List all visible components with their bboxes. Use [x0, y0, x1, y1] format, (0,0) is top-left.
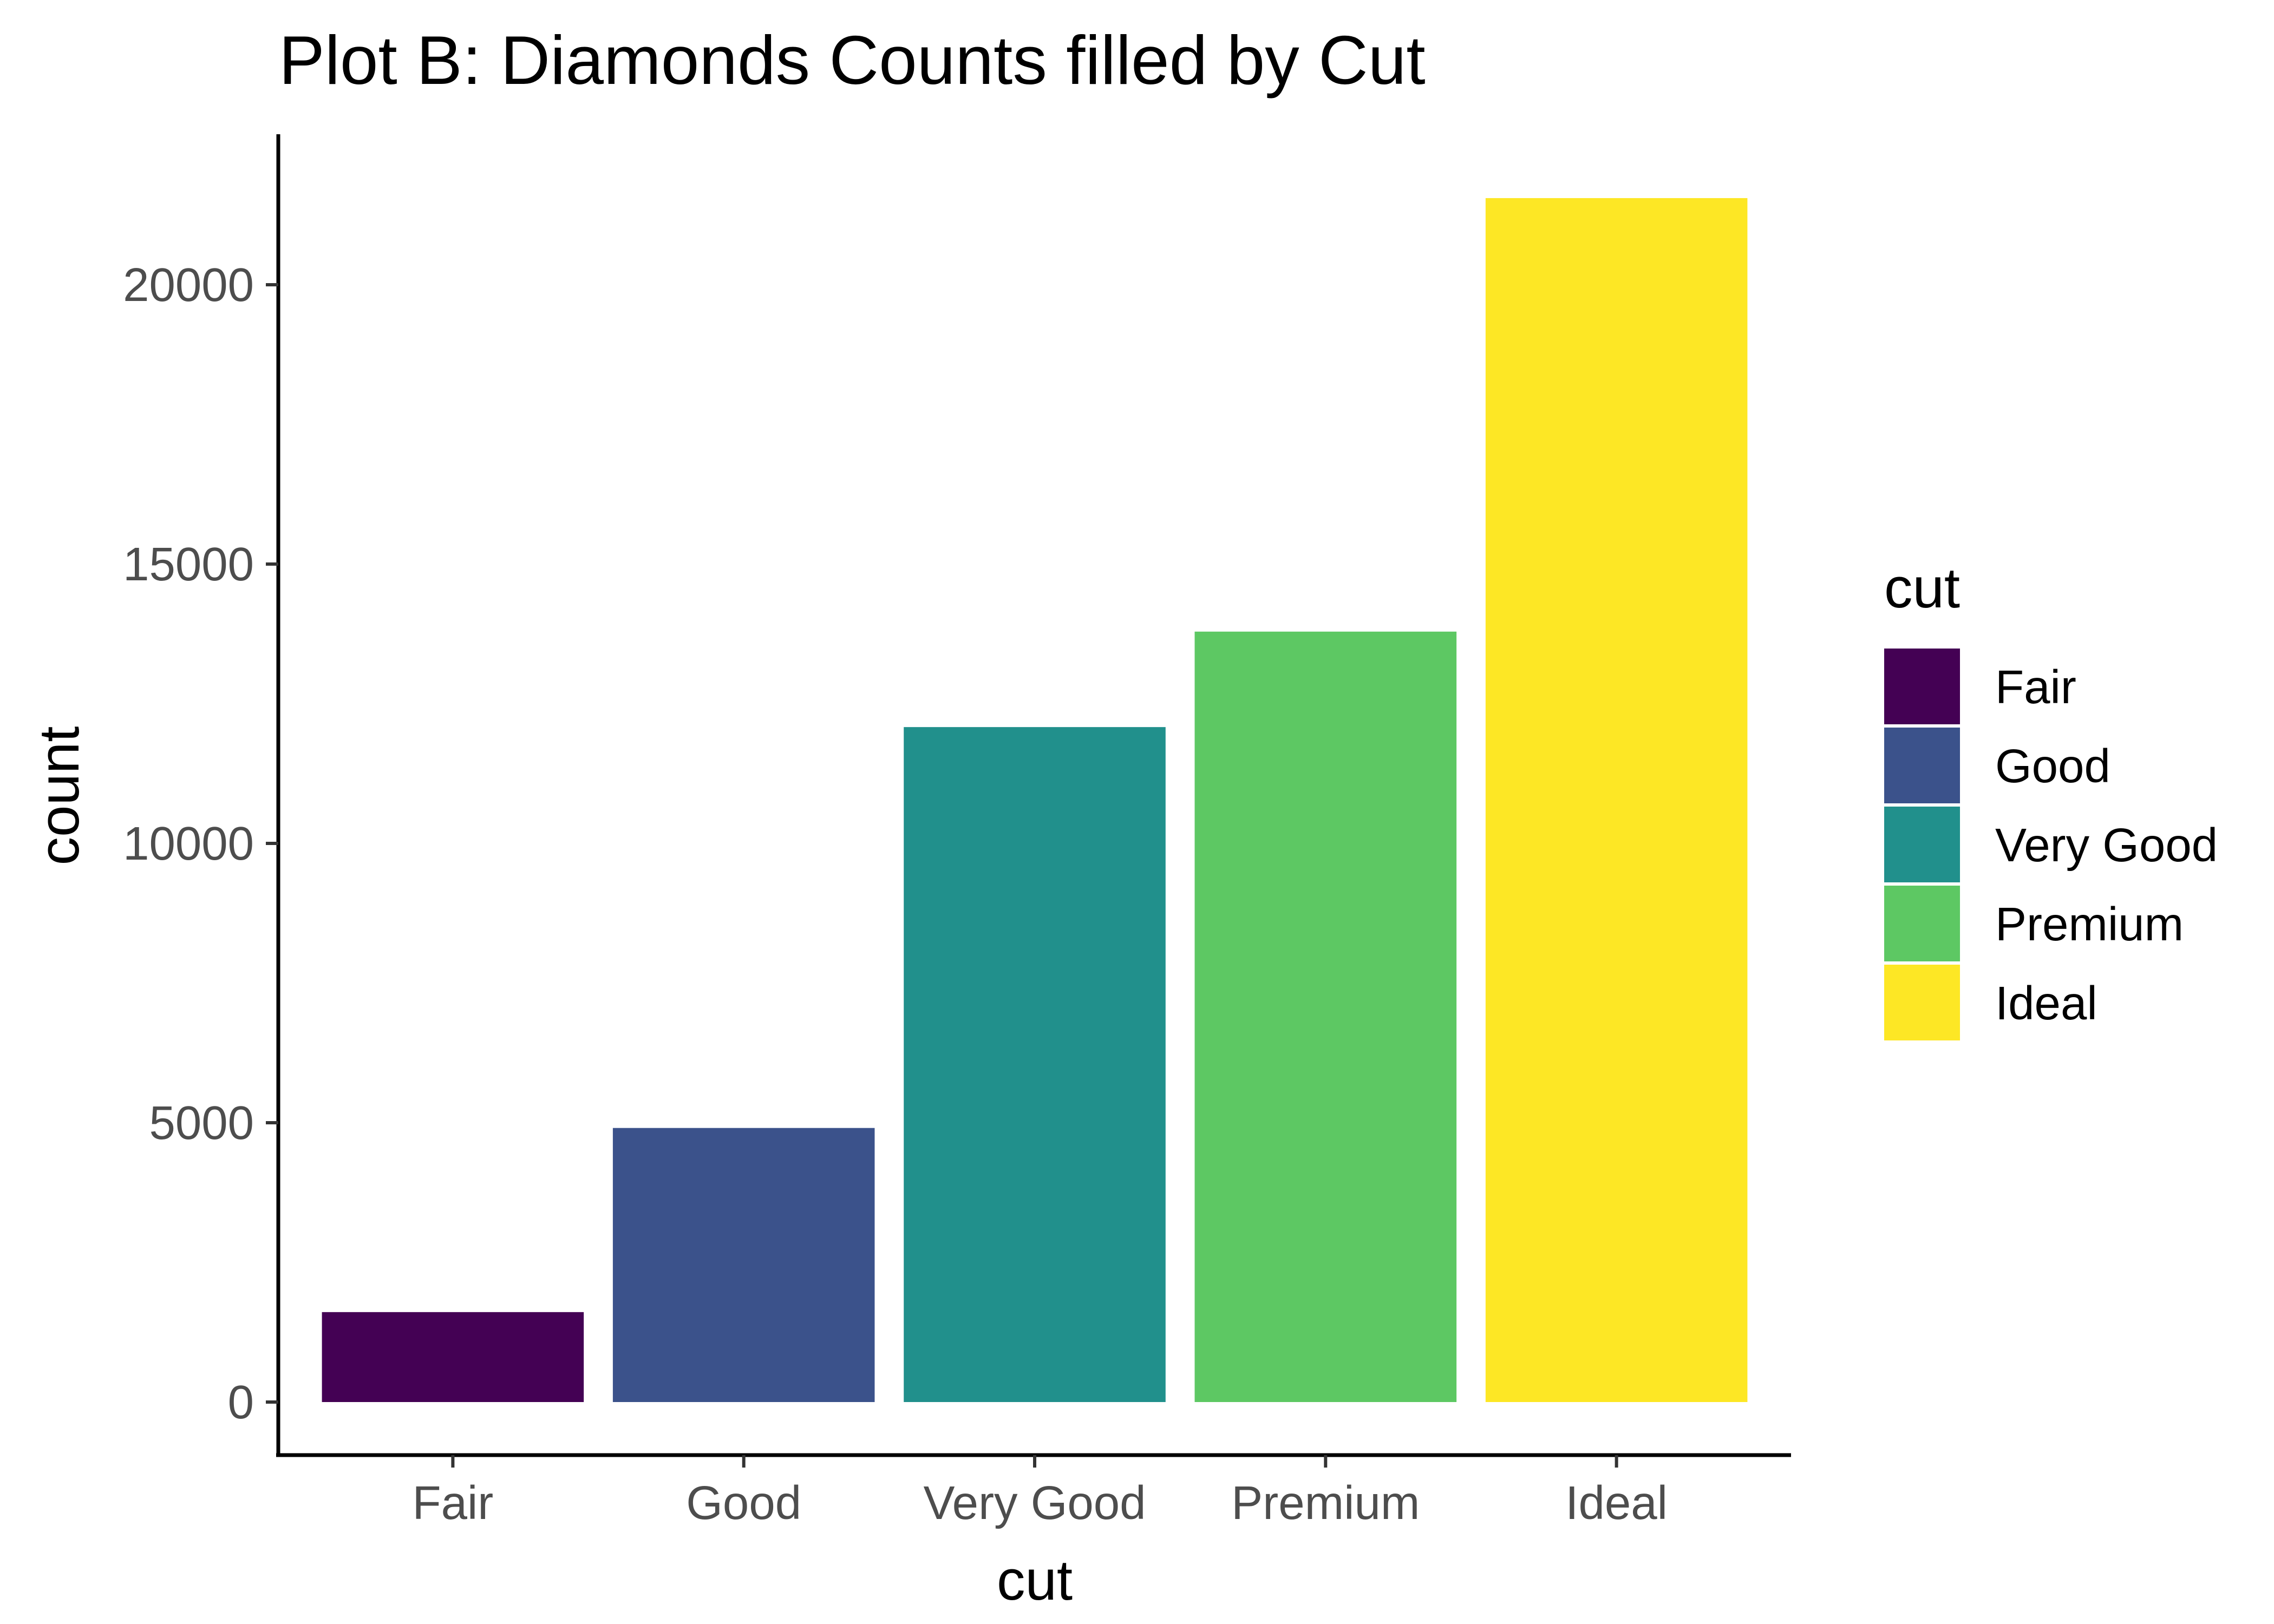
bars-group	[322, 198, 1748, 1403]
x-tick-label: Fair	[412, 1477, 493, 1529]
x-tick-label: Very Good	[923, 1477, 1146, 1529]
y-tick-label: 20000	[123, 259, 254, 311]
x-tick-label: Ideal	[1565, 1477, 1668, 1529]
y-axis-title: count	[28, 726, 91, 866]
legend-key-premium	[1884, 886, 1960, 961]
y-tick-label: 10000	[123, 817, 254, 870]
legend-label: Good	[1995, 740, 2110, 793]
chart-title: Plot B: Diamonds Counts filled by Cut	[279, 22, 1426, 99]
legend-label: Ideal	[1995, 977, 2097, 1030]
legend-title: cut	[1884, 556, 1960, 620]
y-tick-label: 5000	[149, 1097, 254, 1149]
y-tick-label: 0	[228, 1376, 254, 1429]
legend-key-ideal	[1884, 965, 1960, 1040]
x-tick-label: Good	[686, 1477, 801, 1529]
x-tick-label: Premium	[1231, 1477, 1420, 1529]
bar-premium	[1194, 631, 1457, 1402]
legend: Fair Good Very Good Premium Ideal	[1884, 649, 2218, 1040]
bar-very-good	[904, 727, 1166, 1402]
bar-ideal	[1485, 198, 1748, 1403]
legend-key-very-good	[1884, 807, 1960, 882]
legend-label: Premium	[1995, 898, 2184, 951]
legend-key-fair	[1884, 649, 1960, 724]
bar-fair	[322, 1312, 584, 1402]
y-axis-ticks: 0 5000 10000 15000 20000	[123, 259, 278, 1429]
legend-key-good	[1884, 728, 1960, 803]
y-tick-label: 15000	[123, 538, 254, 591]
bar-good	[612, 1128, 875, 1402]
x-axis-title: cut	[997, 1549, 1073, 1612]
x-axis-ticks: Fair Good Very Good Premium Ideal	[412, 1455, 1668, 1529]
legend-label: Very Good	[1995, 819, 2218, 872]
legend-label: Fair	[1995, 661, 2076, 713]
